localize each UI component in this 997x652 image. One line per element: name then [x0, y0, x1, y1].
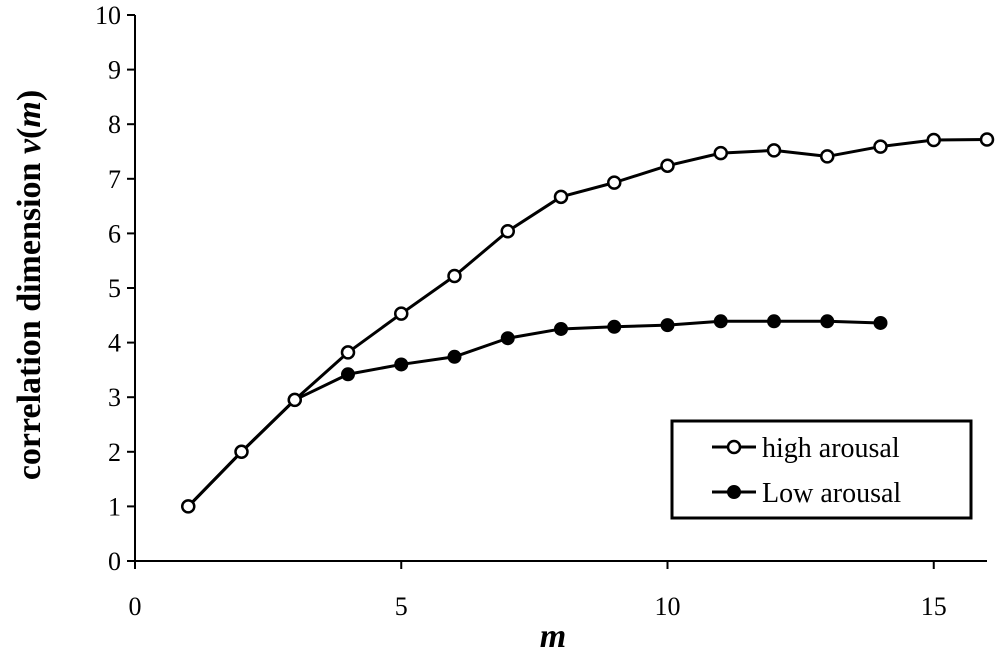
y-tick-label: 4: [108, 329, 121, 358]
data-point-low-arousal: [447, 349, 462, 364]
data-point-high-arousal: [873, 139, 888, 154]
data-point-high-arousal: [926, 132, 941, 148]
y-tick-label: 2: [108, 438, 121, 467]
data-point-low-arousal: [554, 321, 568, 336]
legend-label-low: Low arousal: [762, 478, 901, 509]
data-point-low-arousal: [820, 314, 835, 329]
data-point-high-arousal: [181, 499, 196, 514]
data-point-high-arousal: [607, 175, 622, 190]
series-layer: [181, 132, 995, 514]
y-axis-ticks: 0 1 2 3 4 5 6 7 8 9 10: [95, 1, 135, 576]
legend-label-high: high arousal: [762, 433, 900, 464]
data-point-high-arousal: [447, 268, 462, 284]
y-tick-label: 5: [108, 274, 121, 303]
series-line-low-arousal: [187, 319, 881, 508]
y-tick-label: 8: [108, 110, 121, 139]
y-axis-title-close: ): [11, 90, 48, 101]
y-tick-label: 10: [95, 1, 121, 30]
x-tick-label: 10: [655, 592, 681, 621]
series-high-arousal: [181, 132, 995, 514]
y-axis-title-open: (: [11, 128, 48, 139]
data-point-high-arousal: [500, 223, 515, 239]
data-point-high-arousal: [820, 149, 835, 164]
y-axis-title-arg: m: [11, 101, 48, 127]
data-point-low-arousal: [500, 331, 515, 346]
x-tick-label: 15: [921, 592, 947, 621]
legend-marker-low: [727, 485, 741, 499]
x-tick-label: 5: [395, 592, 408, 621]
y-tick-label: 0: [108, 547, 121, 576]
y-axis-title-text: correlation dimension: [11, 154, 48, 480]
data-point-high-arousal: [234, 444, 249, 460]
legend-box: [670, 419, 973, 520]
y-axis-title-var: v: [11, 138, 48, 154]
data-point-low-arousal: [607, 319, 622, 334]
data-point-low-arousal: [873, 315, 888, 330]
y-tick-label: 1: [108, 492, 121, 521]
data-point-high-arousal: [660, 158, 675, 173]
data-point-high-arousal: [340, 345, 356, 360]
data-point-high-arousal: [394, 306, 409, 321]
y-tick-label: 9: [108, 56, 121, 85]
data-point-low-arousal: [341, 367, 355, 382]
y-tick-label: 7: [108, 165, 121, 194]
data-point-low-arousal: [660, 318, 675, 333]
x-tick-label: 0: [129, 592, 142, 621]
data-point-low-arousal: [394, 357, 409, 372]
legend: high arousal Low arousal: [670, 419, 973, 520]
x-axis-title: m: [540, 618, 566, 652]
y-tick-label: 3: [108, 383, 121, 412]
data-point-high-arousal: [713, 145, 728, 161]
data-point-high-arousal: [553, 189, 569, 205]
data-point-low-arousal: [767, 314, 781, 329]
data-point-high-arousal: [979, 132, 995, 147]
series-line-high-arousal: [187, 137, 988, 508]
data-point-low-arousal: [713, 314, 728, 329]
data-point-high-arousal: [287, 392, 302, 408]
legend-marker-high: [726, 439, 742, 455]
data-point-high-arousal: [766, 143, 782, 158]
y-tick-label: 6: [108, 219, 121, 248]
y-axis-title: correlation dimension v(m): [11, 90, 48, 480]
x-axis-ticks: 0 5 10 15: [129, 561, 947, 621]
